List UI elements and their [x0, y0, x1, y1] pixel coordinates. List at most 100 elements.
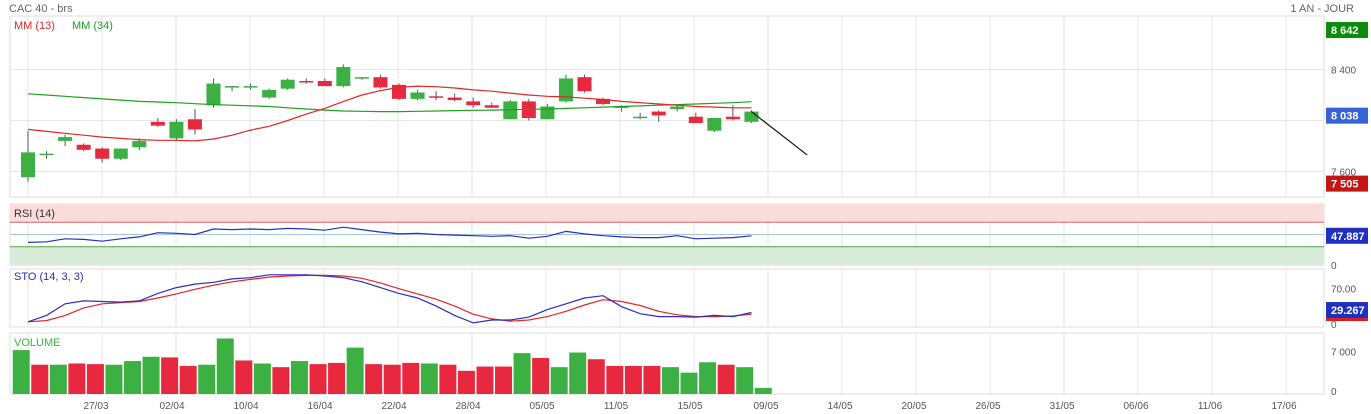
- ma13-line: [27, 85, 752, 142]
- candle-body: [243, 86, 258, 88]
- volume-bar: [31, 364, 49, 394]
- x-tick-label: 09/05: [753, 401, 778, 412]
- x-tick-label: 02/04: [159, 401, 184, 412]
- volume-bar: [161, 357, 179, 394]
- volume-bar: [606, 365, 624, 394]
- candle-body: [76, 144, 91, 150]
- volume-bar: [624, 365, 642, 394]
- volume-bar: [476, 366, 494, 394]
- volume-bar: [699, 362, 717, 394]
- panel-frame-sto: [9, 268, 1325, 328]
- volume-bar: [661, 367, 679, 394]
- volume-bar: [513, 353, 531, 394]
- sto-last-badge-bg: [1326, 302, 1368, 319]
- candle-body: [354, 77, 369, 79]
- rsi-panel: RSI (14): [14, 208, 752, 243]
- volume-tick-label: 7 000: [1331, 347, 1356, 358]
- candle-body: [317, 81, 332, 87]
- volume-bar: [736, 367, 754, 394]
- rsi-zones: [10, 204, 1324, 265]
- volume-bar: [717, 364, 735, 394]
- candle-body: [614, 106, 629, 108]
- candle-body: [744, 111, 759, 122]
- candle-body: [447, 97, 462, 101]
- sto-k-line: [27, 274, 752, 324]
- volume-bar: [457, 370, 475, 394]
- volume-bar: [495, 366, 513, 394]
- rsi-line: [27, 226, 752, 243]
- candle-body: [336, 66, 351, 87]
- rsi-overbought-zone: [10, 204, 1324, 223]
- volume-bar: [365, 364, 383, 394]
- candle-body: [262, 89, 277, 98]
- candle-body: [95, 148, 110, 159]
- candle-body: [596, 98, 611, 104]
- x-tick-label: 31/05: [1049, 401, 1074, 412]
- projection-line: [751, 111, 808, 156]
- candle-body: [633, 116, 648, 119]
- volume-bar: [68, 363, 86, 394]
- candle-body: [132, 140, 147, 148]
- sto-last-badge: 29.267: [1331, 305, 1365, 317]
- candle-body: [225, 86, 240, 88]
- price-tick-label: 8 400: [1331, 66, 1356, 77]
- candle-body: [299, 81, 314, 83]
- candle-body: [169, 121, 184, 139]
- rsi-last-badge: 47.887: [1331, 231, 1365, 243]
- volume-bar: [439, 364, 457, 394]
- volume-bar: [272, 367, 290, 394]
- rsi-last-badge-bg: [1326, 227, 1368, 244]
- x-tick-label: 14/05: [827, 401, 852, 412]
- x-tick-label: 27/03: [83, 401, 108, 412]
- volume-bar: [309, 364, 327, 394]
- candle-body: [651, 111, 666, 116]
- candle-body: [280, 79, 295, 89]
- price-high-badge-bg: [1326, 22, 1368, 38]
- candle-body: [503, 101, 518, 120]
- panel-frame-price: [9, 15, 1325, 198]
- candle-body: [373, 77, 388, 88]
- x-tick-label: 20/05: [901, 401, 926, 412]
- candle-body: [707, 117, 722, 131]
- x-tick-label: 15/05: [677, 401, 702, 412]
- candle-body: [558, 78, 573, 102]
- volume-bar: [86, 364, 104, 394]
- volume-bar: [290, 361, 308, 394]
- volume-bar: [569, 352, 587, 394]
- sto-title: STO (14, 3, 3): [14, 271, 84, 283]
- volume-bar: [680, 372, 698, 394]
- volume-bar: [550, 367, 568, 394]
- price-low-badge: 7 505: [1331, 179, 1359, 191]
- price-last-badge-bg: [1326, 107, 1368, 124]
- candle-body: [150, 121, 165, 126]
- candle-body: [466, 101, 481, 106]
- chart-title: CAC 40 - brs: [9, 3, 73, 15]
- price-panel: MM (13) MM (34): [14, 20, 808, 182]
- volume-bar: [754, 387, 772, 394]
- candle-body: [58, 137, 73, 141]
- x-tick-label: 11/06: [1198, 401, 1223, 412]
- volume-bar: [12, 350, 30, 394]
- x-tick-label: 05/05: [529, 401, 554, 412]
- candle-body: [670, 106, 685, 110]
- volume-bar: [216, 338, 234, 394]
- x-tick-label: 16/04: [307, 401, 332, 412]
- price-tick-label: 7 600: [1331, 168, 1356, 179]
- x-tick-label: 26/05: [975, 401, 1000, 412]
- sto-tick-label: 70.00: [1331, 284, 1356, 295]
- volume-tick-label: 0: [1331, 387, 1337, 398]
- x-tick-label: 28/04: [455, 401, 480, 412]
- price-last-badge: 8 038: [1331, 111, 1359, 123]
- rsi-tick-label: 0: [1331, 261, 1337, 272]
- volume-bar: [198, 364, 216, 394]
- volume-bar: [402, 362, 420, 394]
- price-low-badge-bg: [1326, 175, 1368, 192]
- x-tick-label: 22/04: [381, 401, 406, 412]
- sto-d-line: [27, 274, 752, 323]
- volume-title: VOLUME: [14, 337, 60, 349]
- price-high-badge: 8 642: [1331, 25, 1359, 37]
- candle-body: [688, 116, 703, 124]
- candle-body: [725, 116, 740, 120]
- rsi-oversold-zone: [10, 246, 1324, 265]
